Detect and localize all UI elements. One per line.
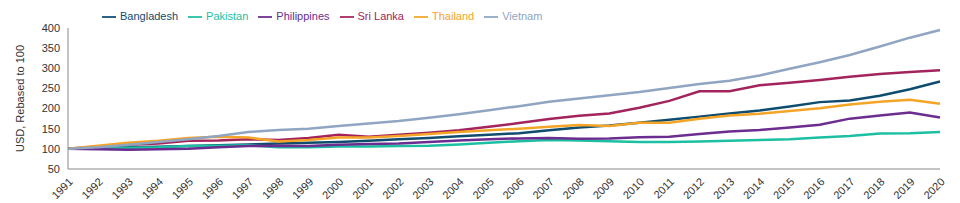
svg-text:2002: 2002 [380,175,406,201]
svg-text:USD, Rebased to 100: USD, Rebased to 100 [14,45,26,152]
svg-text:2015: 2015 [771,175,797,201]
svg-text:2010: 2010 [620,175,646,201]
svg-text:2016: 2016 [801,175,827,201]
svg-text:2018: 2018 [861,175,887,201]
svg-text:2003: 2003 [410,175,436,201]
svg-text:300: 300 [42,62,60,74]
svg-text:250: 250 [42,82,60,94]
html-text:Philippines: Philippines [276,10,330,22]
svg-text:2005: 2005 [470,175,496,201]
svg-text:2006: 2006 [500,175,526,201]
html-text:Sri Lanka: Sri Lanka [357,10,404,22]
svg-text:1998: 1998 [260,175,286,201]
svg-text:150: 150 [42,123,60,135]
svg-text:2007: 2007 [530,175,556,201]
svg-text:2001: 2001 [350,175,376,201]
svg-text:1995: 1995 [169,175,195,201]
svg-text:1997: 1997 [230,175,256,201]
svg-text:1996: 1996 [199,175,225,201]
svg-text:350: 350 [42,42,60,54]
svg-text:1999: 1999 [290,175,316,201]
html-text:Thailand: Thailand [432,10,475,22]
svg-text:2019: 2019 [891,175,917,201]
svg-text:1993: 1993 [109,175,135,201]
svg-text:2013: 2013 [711,175,737,201]
svg-text:400: 400 [42,22,60,34]
svg-text:50: 50 [48,163,60,175]
svg-text:100: 100 [42,143,60,155]
svg-text:2000: 2000 [320,175,346,201]
html-text:Vietnam: Vietnam [502,10,543,22]
svg-text:2017: 2017 [831,175,857,201]
html-text:Pakistan: Pakistan [206,10,249,22]
svg-text:2012: 2012 [681,175,707,201]
svg-text:2014: 2014 [741,175,767,201]
svg-text:2004: 2004 [440,175,466,201]
svg-text:1992: 1992 [79,175,105,201]
svg-text:200: 200 [42,102,60,114]
svg-text:2020: 2020 [921,175,947,201]
html-text:Bangladesh: Bangladesh [120,10,179,22]
svg-text:2008: 2008 [560,175,586,201]
svg-text:2011: 2011 [651,175,676,200]
svg-text:1994: 1994 [139,175,165,201]
svg-text:2009: 2009 [590,175,616,201]
svg-text:1991: 1991 [49,175,75,201]
